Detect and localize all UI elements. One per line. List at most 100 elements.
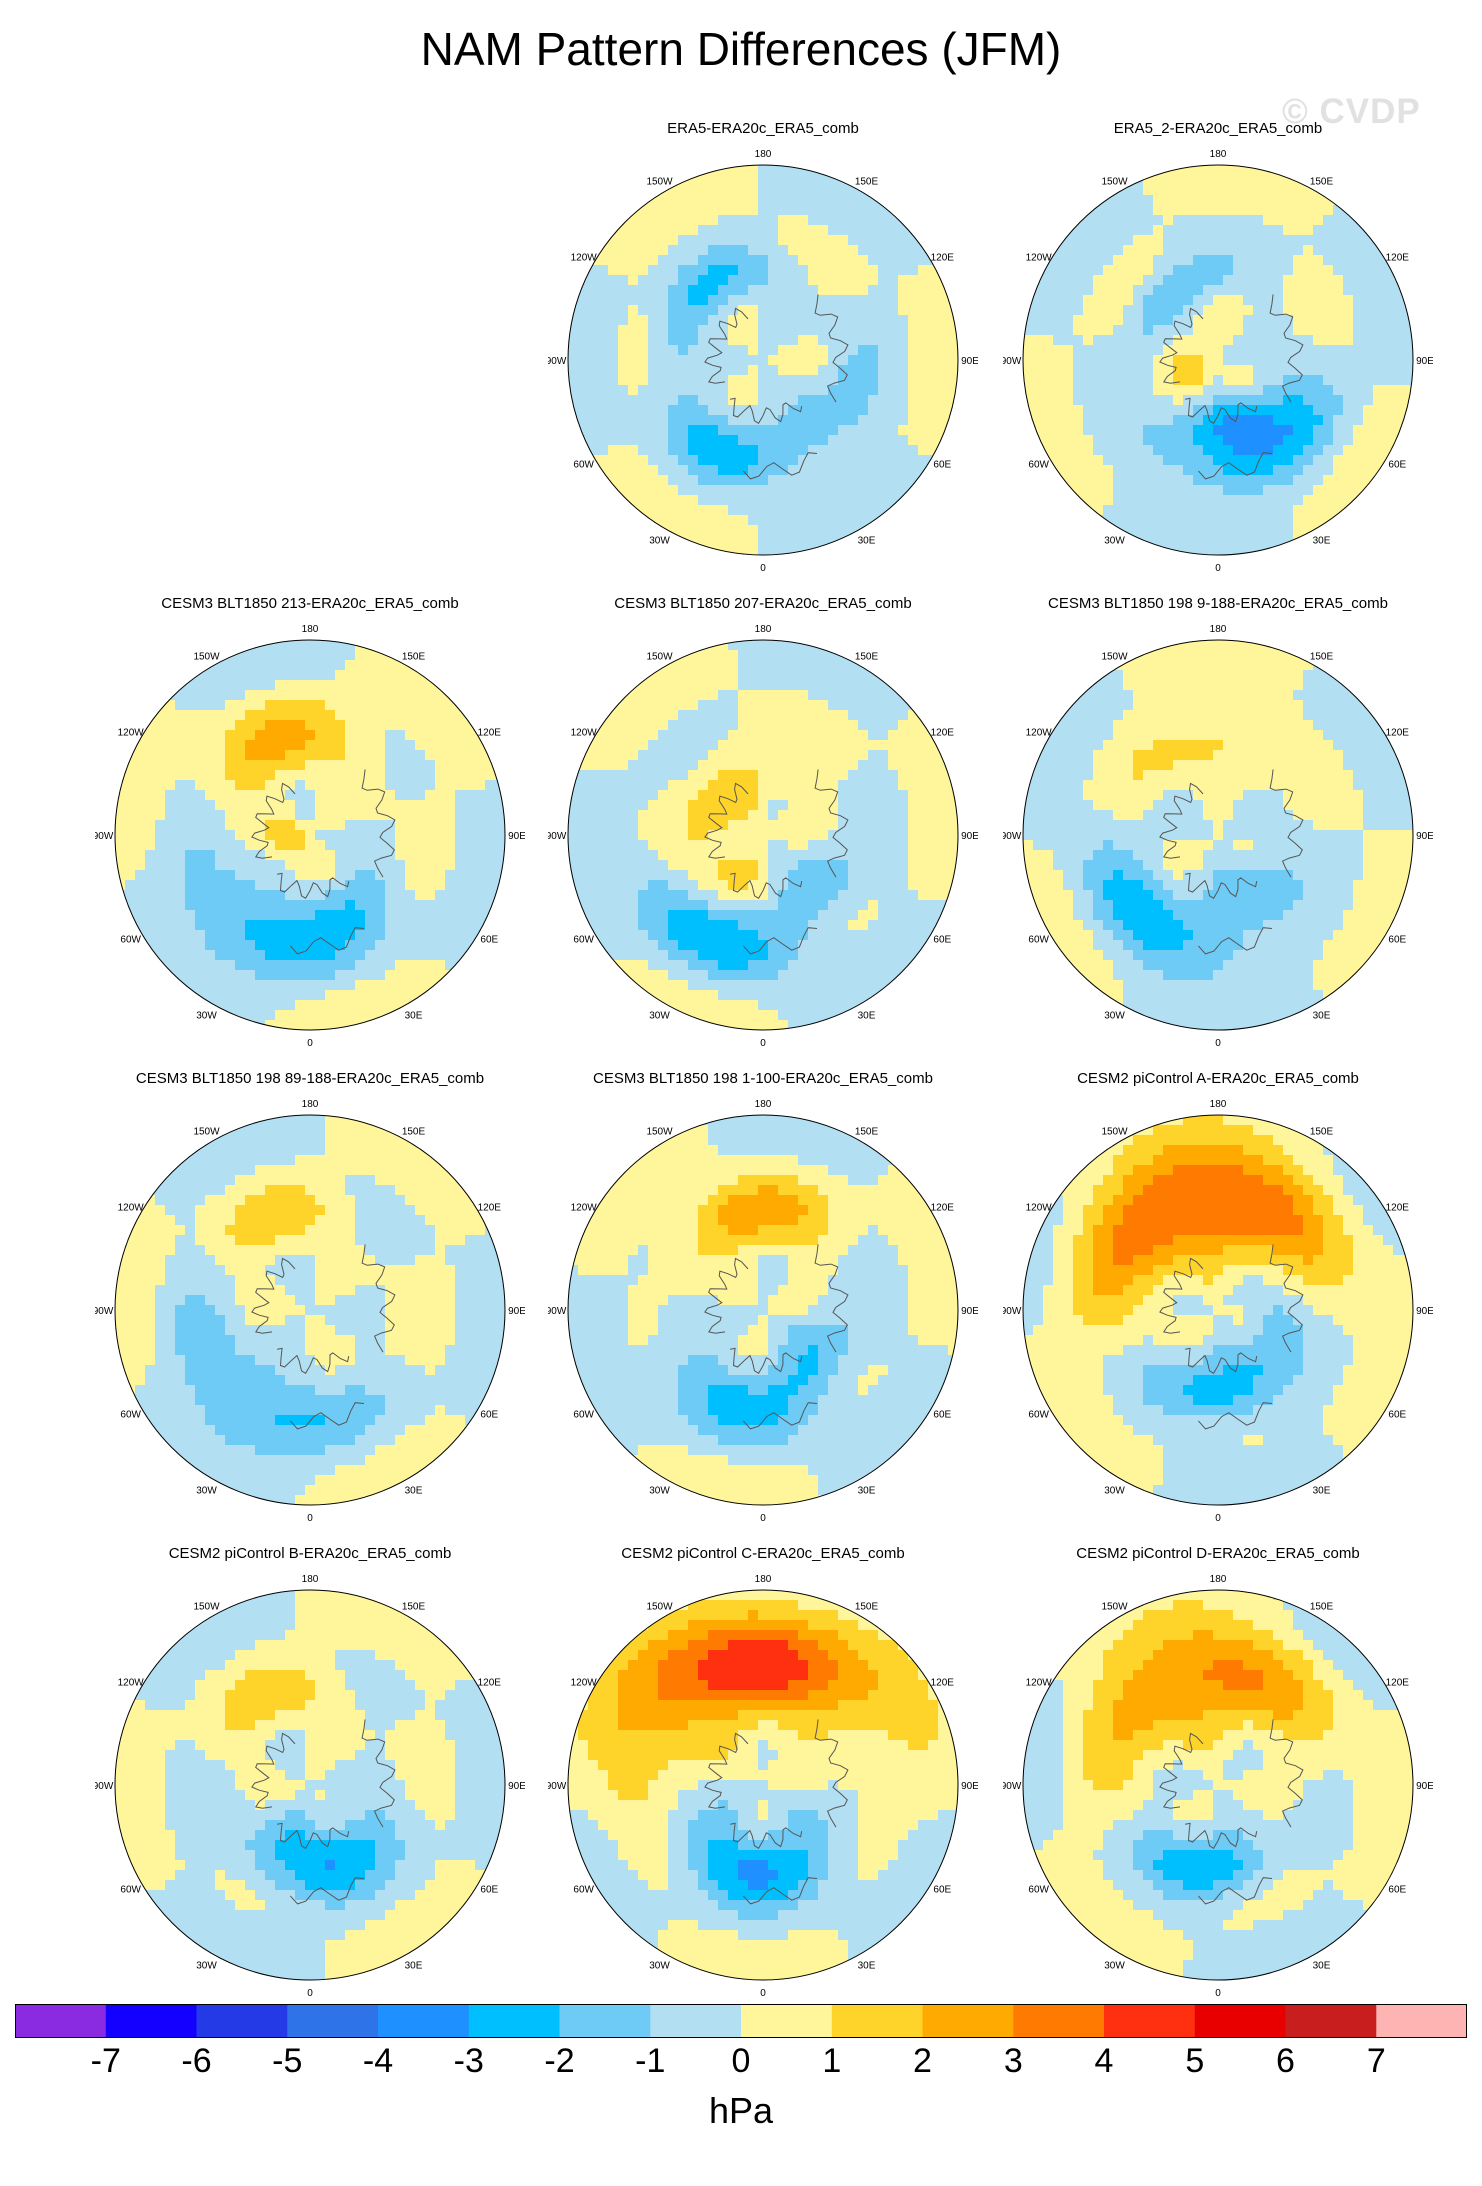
field-cell	[335, 860, 346, 871]
field-cell	[475, 970, 486, 981]
field-cell	[335, 730, 346, 741]
field-cell	[1253, 525, 1264, 536]
field-cell	[738, 335, 749, 346]
field-cell	[295, 810, 306, 821]
field-cell	[1333, 355, 1344, 366]
field-cell	[295, 880, 306, 891]
field-cell	[1243, 275, 1254, 286]
field-cell	[648, 710, 659, 721]
field-cell	[1063, 525, 1074, 536]
field-cell	[1323, 395, 1334, 406]
field-cell	[395, 760, 406, 771]
field-cell	[265, 990, 276, 1001]
field-cell	[135, 920, 146, 931]
field-cell	[1243, 175, 1254, 186]
field-cell	[648, 890, 659, 901]
field-cell	[708, 395, 719, 406]
field-cell	[598, 255, 609, 266]
field-cell	[1043, 205, 1054, 216]
field-cell	[405, 820, 416, 831]
field-cell	[1023, 275, 1034, 286]
field-cell	[315, 860, 326, 871]
field-cell	[1263, 285, 1274, 296]
field-cell	[1073, 435, 1084, 446]
field-cell	[225, 760, 236, 771]
field-cell	[748, 375, 759, 386]
field-cell	[598, 970, 609, 981]
field-cell	[768, 205, 779, 216]
field-cell	[818, 255, 829, 266]
field-cell	[1243, 455, 1254, 466]
field-cell	[608, 215, 619, 226]
field-cell	[445, 930, 456, 941]
field-cell	[125, 1020, 136, 1030]
field-cell	[455, 780, 466, 791]
field-cell	[1333, 215, 1344, 226]
field-cell	[758, 245, 769, 256]
field-cell	[1353, 165, 1364, 176]
field-cell	[728, 455, 739, 466]
field-cell	[738, 275, 749, 286]
field-cell	[1253, 165, 1264, 176]
field-cell	[748, 185, 759, 196]
field-cell	[295, 840, 306, 851]
field-cell	[1273, 285, 1284, 296]
field-cell	[1103, 445, 1114, 456]
longitude-label: 30E	[858, 535, 876, 546]
field-cell	[145, 850, 156, 861]
field-cell	[245, 650, 256, 661]
field-cell	[798, 195, 809, 206]
field-cell	[948, 405, 958, 416]
field-cell	[485, 690, 496, 701]
field-cell	[1193, 485, 1204, 496]
field-cell	[748, 285, 759, 296]
field-cell	[828, 435, 839, 446]
field-cell	[578, 800, 589, 811]
field-cell	[598, 355, 609, 366]
field-cell	[355, 870, 366, 881]
field-cell	[395, 680, 406, 691]
field-cell	[295, 730, 306, 741]
field-cell	[385, 730, 396, 741]
field-cell	[658, 730, 669, 741]
field-cell	[145, 690, 156, 701]
field-cell	[578, 710, 589, 721]
field-cell	[738, 465, 749, 476]
field-cell	[1173, 475, 1184, 486]
field-cell	[445, 990, 456, 1001]
field-cell	[285, 660, 296, 671]
field-cell	[598, 1010, 609, 1021]
field-cell	[1133, 395, 1144, 406]
field-cell	[1183, 385, 1194, 396]
field-cell	[1083, 435, 1094, 446]
field-cell	[1163, 415, 1174, 426]
field-cell	[175, 1020, 186, 1030]
field-cell	[285, 760, 296, 771]
field-cell	[415, 910, 426, 921]
field-cell	[1353, 545, 1364, 555]
field-cell	[1193, 425, 1204, 436]
field-cell	[798, 345, 809, 356]
field-cell	[435, 810, 446, 821]
field-cell	[1073, 375, 1084, 386]
field-cell	[1343, 405, 1354, 416]
field-cell	[185, 910, 196, 921]
field-cell	[1273, 245, 1284, 256]
field-cell	[265, 870, 276, 881]
field-cell	[828, 195, 839, 206]
field-cell	[1173, 535, 1184, 546]
field-cell	[738, 395, 749, 406]
field-cell	[245, 700, 256, 711]
field-cell	[838, 415, 849, 426]
field-cell	[495, 830, 505, 841]
field-cell	[1283, 515, 1294, 526]
field-cell	[1223, 265, 1234, 276]
field-cell	[1093, 225, 1104, 236]
field-cell	[738, 485, 749, 496]
field-cell	[1193, 315, 1204, 326]
field-cell	[808, 435, 819, 446]
field-cell	[678, 485, 689, 496]
field-cell	[638, 525, 649, 536]
field-cell	[1273, 185, 1284, 196]
field-cell	[235, 770, 246, 781]
